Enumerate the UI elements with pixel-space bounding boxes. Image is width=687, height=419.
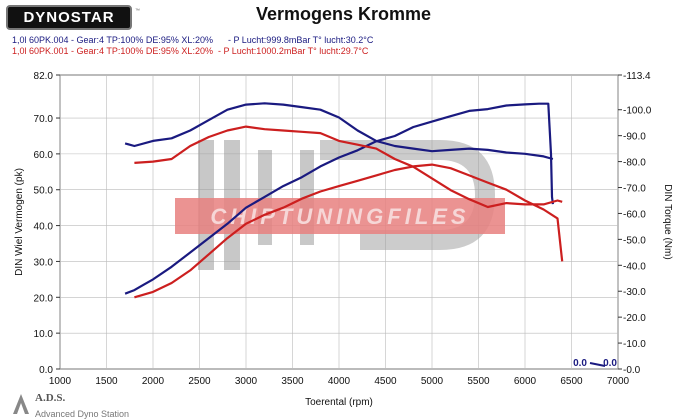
run-label-1: 1,0l 60PK.004 - Gear:4 TP:100% DE:95% XL…: [12, 35, 374, 45]
x-tick-label: 6500: [560, 376, 583, 387]
series-line-torque-4: [134, 125, 563, 209]
y-right-tick-label: -30.0: [623, 287, 646, 298]
x-tick-label: 6000: [514, 376, 537, 387]
dynostar-logo: DYNOSTAR: [6, 5, 132, 30]
y-left-tick-label: 40.0: [34, 222, 54, 233]
x-tick-label: 3000: [235, 376, 258, 387]
chart-title: Vermogens Kromme: [255, 4, 432, 24]
x-tick-label: 7000: [607, 376, 630, 387]
y-right-tick-label: -20.0: [623, 313, 646, 324]
series-line-power-3: [134, 163, 564, 299]
y-right-tick-label: -40.0: [623, 261, 646, 272]
watermark-d-shape: [320, 140, 495, 250]
y-left-axis-label: DIN Wiel Vermogen (pk): [14, 168, 25, 276]
y-left-tick-label: 60.0: [34, 150, 54, 161]
readout-right: 0.0: [603, 358, 617, 369]
run-label-2: 1,0l 60PK.001 - Gear:4 TP:100% DE:95% XL…: [12, 46, 369, 56]
y-left-tick-label: 20.0: [34, 293, 54, 304]
y-left-tick-label: 0.0: [39, 365, 53, 376]
logo-trademark: ™: [135, 8, 140, 14]
x-tick-label: 5000: [421, 376, 444, 387]
ads-logo-icon: [13, 394, 29, 414]
x-tick-label: 2000: [142, 376, 165, 387]
readout-left: 0.0: [573, 358, 587, 369]
y-right-tick-label: -60.0: [623, 209, 646, 220]
x-tick-label: 2500: [188, 376, 211, 387]
watermark-text: CHIPTUNINGFILES: [210, 204, 469, 229]
series-line-power-1: [124, 102, 554, 295]
x-tick-label: 1000: [49, 376, 72, 387]
footer-brand: A.D.S.: [35, 392, 66, 404]
y-right-tick-label: -50.0: [623, 235, 646, 246]
readout-marker: [589, 362, 606, 367]
y-right-axis-label: DIN Torque (Nm): [662, 184, 673, 259]
y-right-tick-label: -100.0: [623, 106, 652, 117]
y-right-tick-label: -113.4: [623, 71, 651, 82]
y-right-tick-label: -70.0: [623, 184, 646, 195]
y-left-tick-label: 70.0: [34, 114, 54, 125]
y-left-tick-label: 50.0: [34, 186, 54, 197]
x-tick-label: 4500: [374, 376, 397, 387]
y-left-tick-label: 30.0: [34, 257, 54, 268]
y-right-tick-label: -80.0: [623, 158, 646, 169]
x-tick-label: 5500: [467, 376, 490, 387]
footer-subtitle: Advanced Dyno Station: [35, 409, 130, 419]
y-left-tick-label: 82.0: [34, 71, 54, 82]
y-right-tick-label: -0.0: [623, 365, 641, 376]
x-tick-label: 4000: [328, 376, 351, 387]
x-tick-label: 1500: [95, 376, 118, 387]
x-axis-label: Toerental (rpm): [305, 397, 373, 408]
y-right-tick-label: -10.0: [623, 339, 646, 350]
series-line-torque-2: [124, 102, 554, 161]
y-right-tick-label: -90.0: [623, 132, 646, 143]
y-left-tick-label: 10.0: [34, 329, 54, 340]
x-tick-label: 3500: [281, 376, 304, 387]
watermark-banner: [175, 198, 505, 234]
